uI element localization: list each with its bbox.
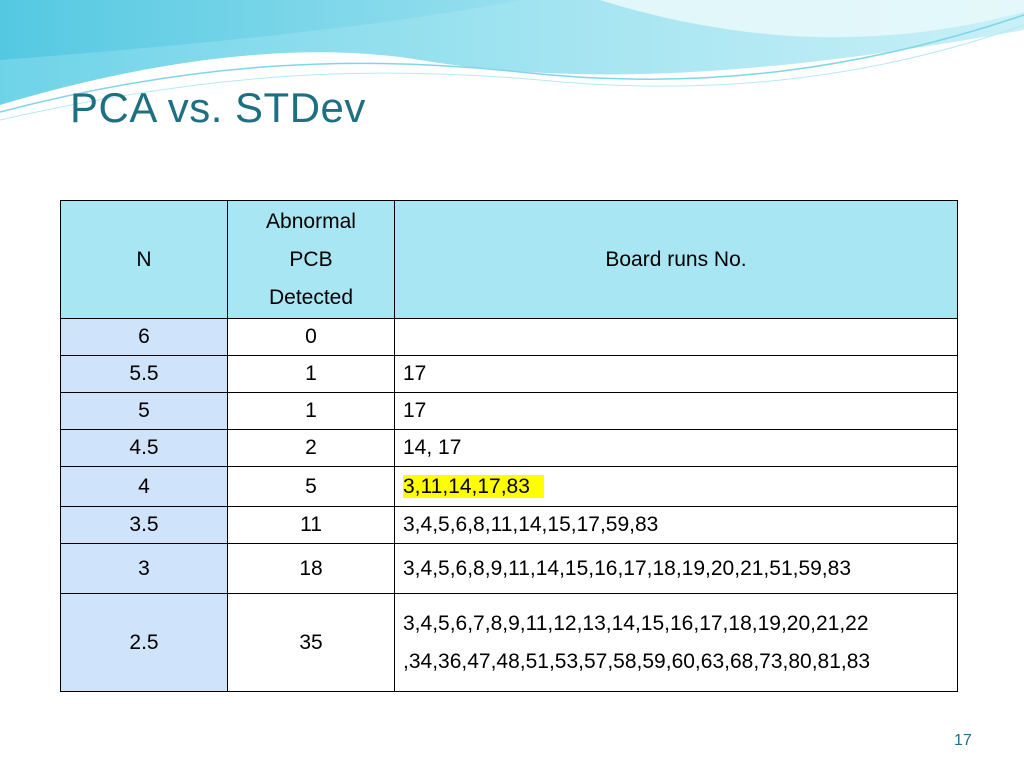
cell-count: 11 [227,506,395,544]
table-row: 2.5 35 3,4,5,6,7,8,9,11,12,13,14,15,16,1… [60,593,958,692]
header-wave-decoration [0,0,1024,121]
table-row: 4 5 3,11,14,17,83 [60,466,958,507]
cell-runs-highlighted: 3,11,14,17,83 [394,466,958,507]
cell-runs-line-1: 3,4,5,6,7,8,9,11,12,13,14,15,16,17,18,19… [403,611,869,635]
cell-runs: 14, 17 [394,429,958,467]
cell-n: 2.5 [60,593,228,692]
cell-count: 5 [227,466,395,507]
cell-n: 3.5 [60,506,228,544]
header-abnormal-line-1: Abnormal [266,209,356,233]
cell-runs: 3,4,5,6,8,9,11,14,15,16,17,18,19,20,21,5… [394,543,958,594]
table-row: 3 18 3,4,5,6,8,9,11,14,15,16,17,18,19,20… [60,543,958,594]
header-abnormal-line-3: Detected [268,285,354,309]
cell-n: 4.5 [60,429,228,467]
cell-runs: 17 [394,355,958,393]
cell-n: 3 [60,543,228,594]
cell-n: 5.5 [60,355,228,393]
cell-n: 6 [60,318,228,356]
cell-runs: 17 [394,392,958,430]
header-abnormal-line-2: PCB [289,247,333,271]
results-table: N Abnormal PCB Detected Board runs No. 6… [60,200,958,692]
cell-runs: 3,4,5,6,7,8,9,11,12,13,14,15,16,17,18,19… [394,593,958,692]
cell-runs: 3,4,5,6,8,11,14,15,17,59,83 [394,506,958,544]
header-abnormal-pcb-detected: Abnormal PCB Detected [227,200,395,319]
table-header-row: N Abnormal PCB Detected Board runs No. [60,200,958,319]
table-row: 4.5 2 14, 17 [60,429,958,467]
cell-n: 5 [60,392,228,430]
cell-runs [394,318,958,356]
cell-n: 4 [60,466,228,507]
cell-count: 2 [227,429,395,467]
cell-count: 0 [227,318,395,356]
cell-runs-line-2: ,34,36,47,48,51,53,57,58,59,60,63,68,73,… [403,649,871,673]
table-row: 3.5 11 3,4,5,6,8,11,14,15,17,59,83 [60,506,958,544]
table-row: 5.5 1 17 [60,355,958,393]
table-row: 5 1 17 [60,392,958,430]
cell-count: 35 [227,593,395,692]
cell-count: 1 [227,355,395,393]
header-board-runs: Board runs No. [394,200,958,319]
slide-title: PCA vs. STDev [70,84,366,131]
cell-count: 1 [227,392,395,430]
cell-count: 18 [227,543,395,594]
highlighted-runs: 3,11,14,17,83 [403,474,544,498]
page-number: 17 [954,732,972,749]
header-n: N [60,200,228,319]
table-row: 6 0 [60,318,958,356]
